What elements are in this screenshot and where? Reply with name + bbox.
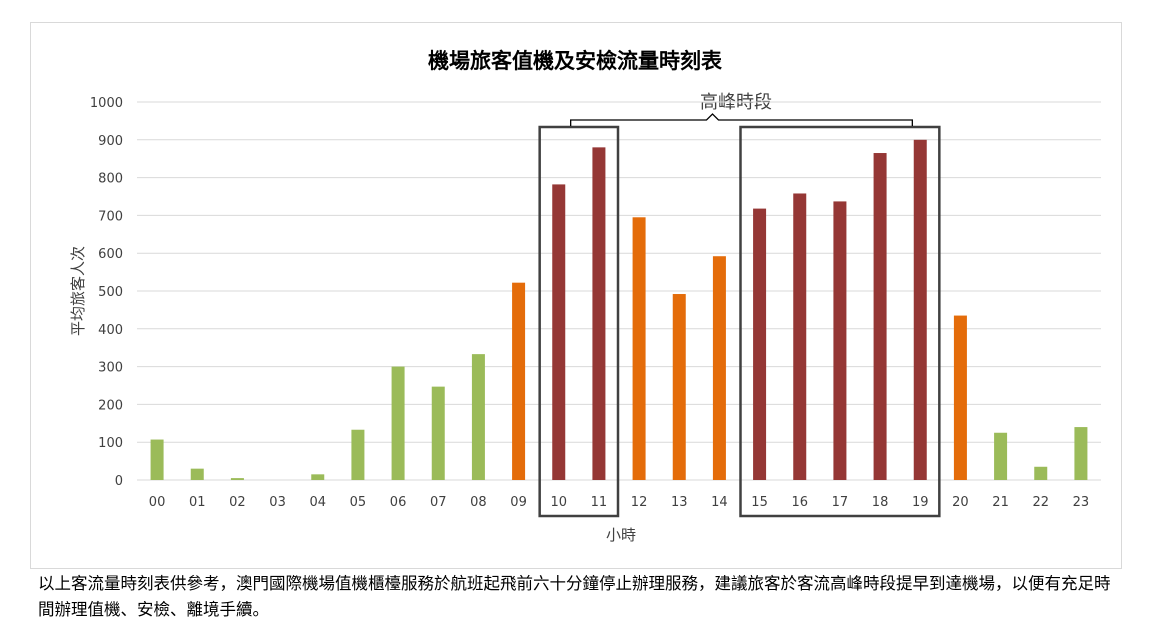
x-tick-label: 03 <box>269 495 286 510</box>
x-tick-label: 23 <box>1073 495 1090 510</box>
y-tick-label: 200 <box>98 398 123 413</box>
bar <box>632 217 646 481</box>
x-tick-label: 11 <box>591 495 608 510</box>
peak-period-brace <box>570 113 913 126</box>
bar <box>391 366 405 480</box>
x-tick-label: 01 <box>189 495 206 510</box>
x-tick-label: 20 <box>952 495 969 510</box>
x-tick-label: 09 <box>510 495 527 510</box>
bar <box>833 201 847 480</box>
x-tick-label: 10 <box>550 495 567 510</box>
bar <box>190 468 204 480</box>
bar <box>953 315 967 480</box>
x-tick-label: 13 <box>671 495 688 510</box>
x-tick-label: 02 <box>229 495 246 510</box>
chart-title: 機場旅客值機及安檢流量時刻表 <box>428 49 723 73</box>
bar <box>552 184 566 481</box>
y-tick-label: 0 <box>115 474 123 489</box>
bar <box>793 193 807 480</box>
x-tick-label: 16 <box>791 495 808 510</box>
footnote-text: 以上客流量時刻表供參考，澳門國際機場值機櫃檯服務於航班起飛前六十分鐘停止辦理服務… <box>38 574 1111 619</box>
chart-frame: 機場旅客值機及安檢流量時刻表 平均旅客人次 小時 高峰時段 0 100 200 300… <box>30 22 1122 569</box>
x-tick-labels: 00 01 02 03 04 05 06 07 08 09 10 11 12 13 14 15 16 17 18 19… <box>149 495 1089 510</box>
x-tick-label: 21 <box>992 495 1009 510</box>
bar <box>873 153 887 480</box>
bar <box>1074 427 1088 480</box>
bar <box>431 386 445 480</box>
bar <box>592 147 606 481</box>
x-tick-label: 07 <box>430 495 447 510</box>
peak-highlight-box <box>538 125 620 518</box>
y-tick-label: 800 <box>98 172 123 187</box>
bar <box>712 256 726 480</box>
x-tick-label: 22 <box>1032 495 1049 510</box>
bar <box>471 354 485 480</box>
bar <box>1034 466 1048 480</box>
x-tick-label: 18 <box>872 495 889 510</box>
y-axis-label: 平均旅客人次 <box>69 246 87 336</box>
bar <box>512 282 526 480</box>
x-tick-label: 12 <box>631 495 648 510</box>
bar <box>150 439 164 480</box>
x-tick-label: 04 <box>309 495 326 510</box>
y-tick-label: 900 <box>98 134 123 149</box>
bars <box>150 139 1088 481</box>
y-tick-label: 600 <box>98 247 123 262</box>
bar <box>913 139 927 481</box>
bar <box>230 478 244 480</box>
bar <box>311 474 325 480</box>
y-tick-label: 300 <box>98 361 123 376</box>
x-axis-label: 小時 <box>606 526 636 544</box>
bar <box>994 432 1008 480</box>
y-tick-label: 100 <box>98 436 123 451</box>
peak-highlight-boxes <box>538 113 941 518</box>
x-tick-label: 15 <box>751 495 768 510</box>
x-tick-label: 05 <box>350 495 367 510</box>
y-tick-label: 1000 <box>90 96 123 111</box>
bar <box>753 208 767 480</box>
y-tick-label: 500 <box>98 285 123 300</box>
y-tick-label: 700 <box>98 209 123 224</box>
x-tick-label: 19 <box>912 495 929 510</box>
bar <box>351 429 365 480</box>
y-tick-label: 400 <box>98 323 123 338</box>
x-tick-label: 00 <box>149 495 166 510</box>
bar <box>672 294 686 480</box>
x-tick-label: 06 <box>390 495 407 510</box>
x-tick-label: 08 <box>470 495 487 510</box>
x-tick-label: 17 <box>832 495 849 510</box>
y-tick-labels: 0 100 200 300 400 500 600 700 800 900 1000 <box>90 96 123 489</box>
bar-chart: 機場旅客值機及安檢流量時刻表 平均旅客人次 小時 高峰時段 0100200300… <box>69 49 1101 544</box>
peak-highlight-box <box>739 125 941 518</box>
x-tick-label: 14 <box>711 495 728 510</box>
